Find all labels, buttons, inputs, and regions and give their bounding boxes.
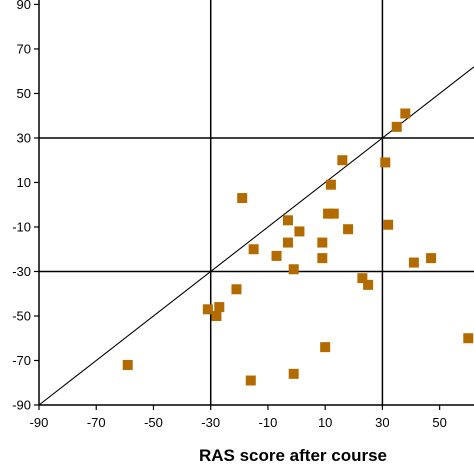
data-point xyxy=(122,359,133,370)
data-point xyxy=(380,157,391,168)
data-point xyxy=(271,250,282,261)
data-point xyxy=(211,310,222,321)
x-tick-label: -10 xyxy=(259,415,278,430)
x-tick-label: -50 xyxy=(144,415,163,430)
x-tick-label: 10 xyxy=(318,415,332,430)
data-point xyxy=(282,237,293,248)
x-tick-label: -30 xyxy=(201,415,220,430)
data-point xyxy=(328,208,339,219)
data-point xyxy=(357,273,368,284)
data-point xyxy=(317,253,328,264)
plot-area xyxy=(34,0,474,410)
data-point xyxy=(323,208,334,219)
data-point xyxy=(363,279,374,290)
data-point xyxy=(400,108,411,119)
data-point xyxy=(343,224,354,235)
data-point xyxy=(282,215,293,226)
data-point xyxy=(214,302,225,313)
data-point xyxy=(245,375,256,386)
data-point xyxy=(408,257,419,268)
data-point xyxy=(391,121,402,132)
x-axis-title: RAS score after course xyxy=(199,446,387,465)
x-tick-label: -90 xyxy=(30,415,49,430)
data-point xyxy=(325,179,336,190)
y-tick-label: -50 xyxy=(12,308,31,323)
data-point xyxy=(202,304,213,315)
y-tick-label: 30 xyxy=(17,130,31,145)
y-tick-label: -70 xyxy=(12,353,31,368)
y-tick-label: 10 xyxy=(17,175,31,190)
y-tick-label: 50 xyxy=(17,86,31,101)
data-point xyxy=(248,244,259,255)
y-tick-label: -30 xyxy=(12,264,31,279)
y-tick-label: -10 xyxy=(12,219,31,234)
data-point xyxy=(320,342,331,353)
y-tick-label: 90 xyxy=(17,0,31,12)
data-point xyxy=(383,219,394,230)
data-point xyxy=(317,237,328,248)
y-tick-label: -90 xyxy=(12,398,31,413)
data-point xyxy=(231,284,242,295)
y-tick-label: 70 xyxy=(17,41,31,56)
data-point xyxy=(463,333,474,344)
x-tick-label: 30 xyxy=(375,415,389,430)
data-point xyxy=(288,368,299,379)
data-point xyxy=(237,193,248,204)
x-tick-label: -70 xyxy=(87,415,106,430)
data-point xyxy=(294,226,305,237)
data-point xyxy=(288,264,299,275)
data-point xyxy=(426,253,437,264)
tick-labels: -90 -70 -50 -30 -10 10 30 50 70 90 -90 -70 -50 -30 -10… xyxy=(12,0,447,430)
data-point xyxy=(337,155,348,166)
x-tick-label: 50 xyxy=(432,415,446,430)
